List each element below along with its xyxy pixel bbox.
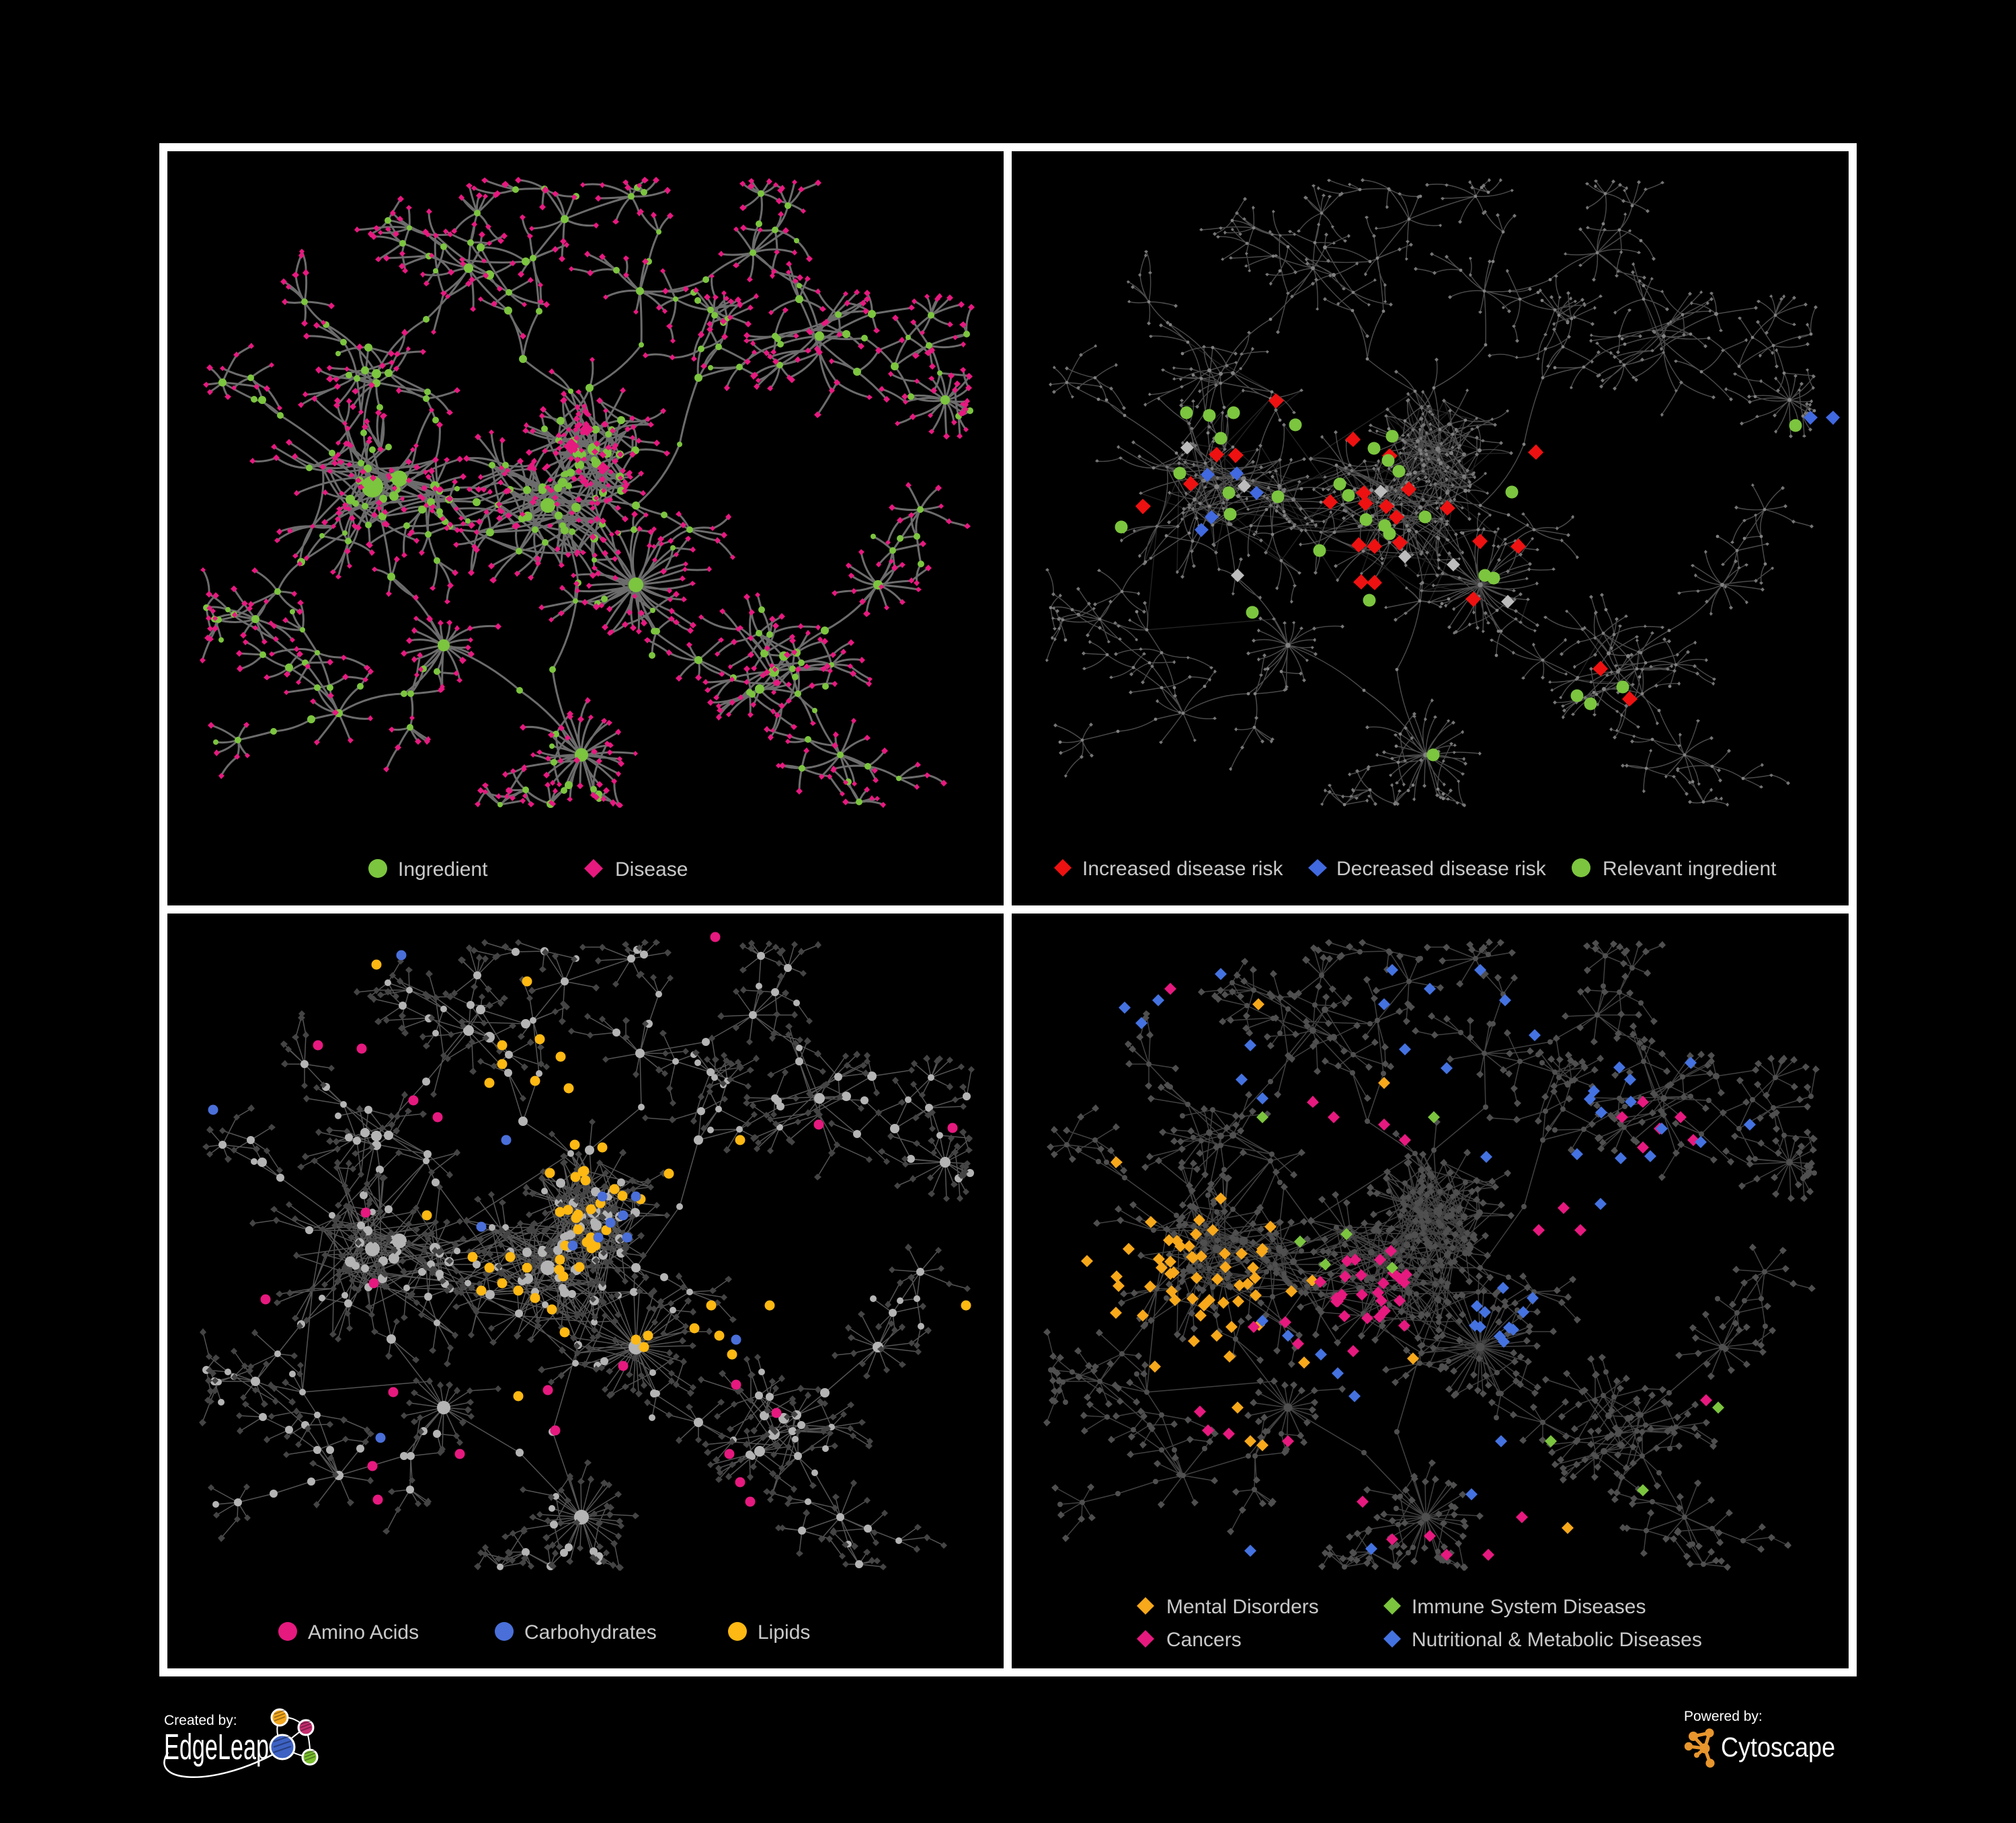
svg-text:Ingredient: Ingredient: [398, 858, 488, 881]
svg-text:Cancers: Cancers: [1166, 1629, 1242, 1651]
svg-text:Mental Disorders: Mental Disorders: [1166, 1596, 1319, 1618]
svg-text:Amino Acids: Amino Acids: [308, 1621, 419, 1644]
svg-text:Lipids: Lipids: [758, 1621, 810, 1644]
svg-text:Carbohydrates: Carbohydrates: [524, 1621, 657, 1644]
svg-text:EdgeLeap: EdgeLeap: [164, 1727, 269, 1767]
svg-text:Nutritional & Metabolic Diseas: Nutritional & Metabolic Diseases: [1412, 1629, 1702, 1651]
svg-text:Disease: Disease: [615, 858, 688, 881]
svg-text:Powered by:: Powered by:: [1684, 1709, 1763, 1724]
svg-text:Decreased disease risk: Decreased disease risk: [1336, 858, 1547, 880]
svg-text:Cytoscape: Cytoscape: [1721, 1732, 1835, 1763]
svg-text:Relevant ingredient: Relevant ingredient: [1603, 858, 1777, 880]
svg-text:Increased disease risk: Increased disease risk: [1082, 858, 1283, 880]
svg-text:Created by:: Created by:: [164, 1713, 237, 1728]
svg-text:Immune System Diseases: Immune System Diseases: [1412, 1596, 1646, 1618]
